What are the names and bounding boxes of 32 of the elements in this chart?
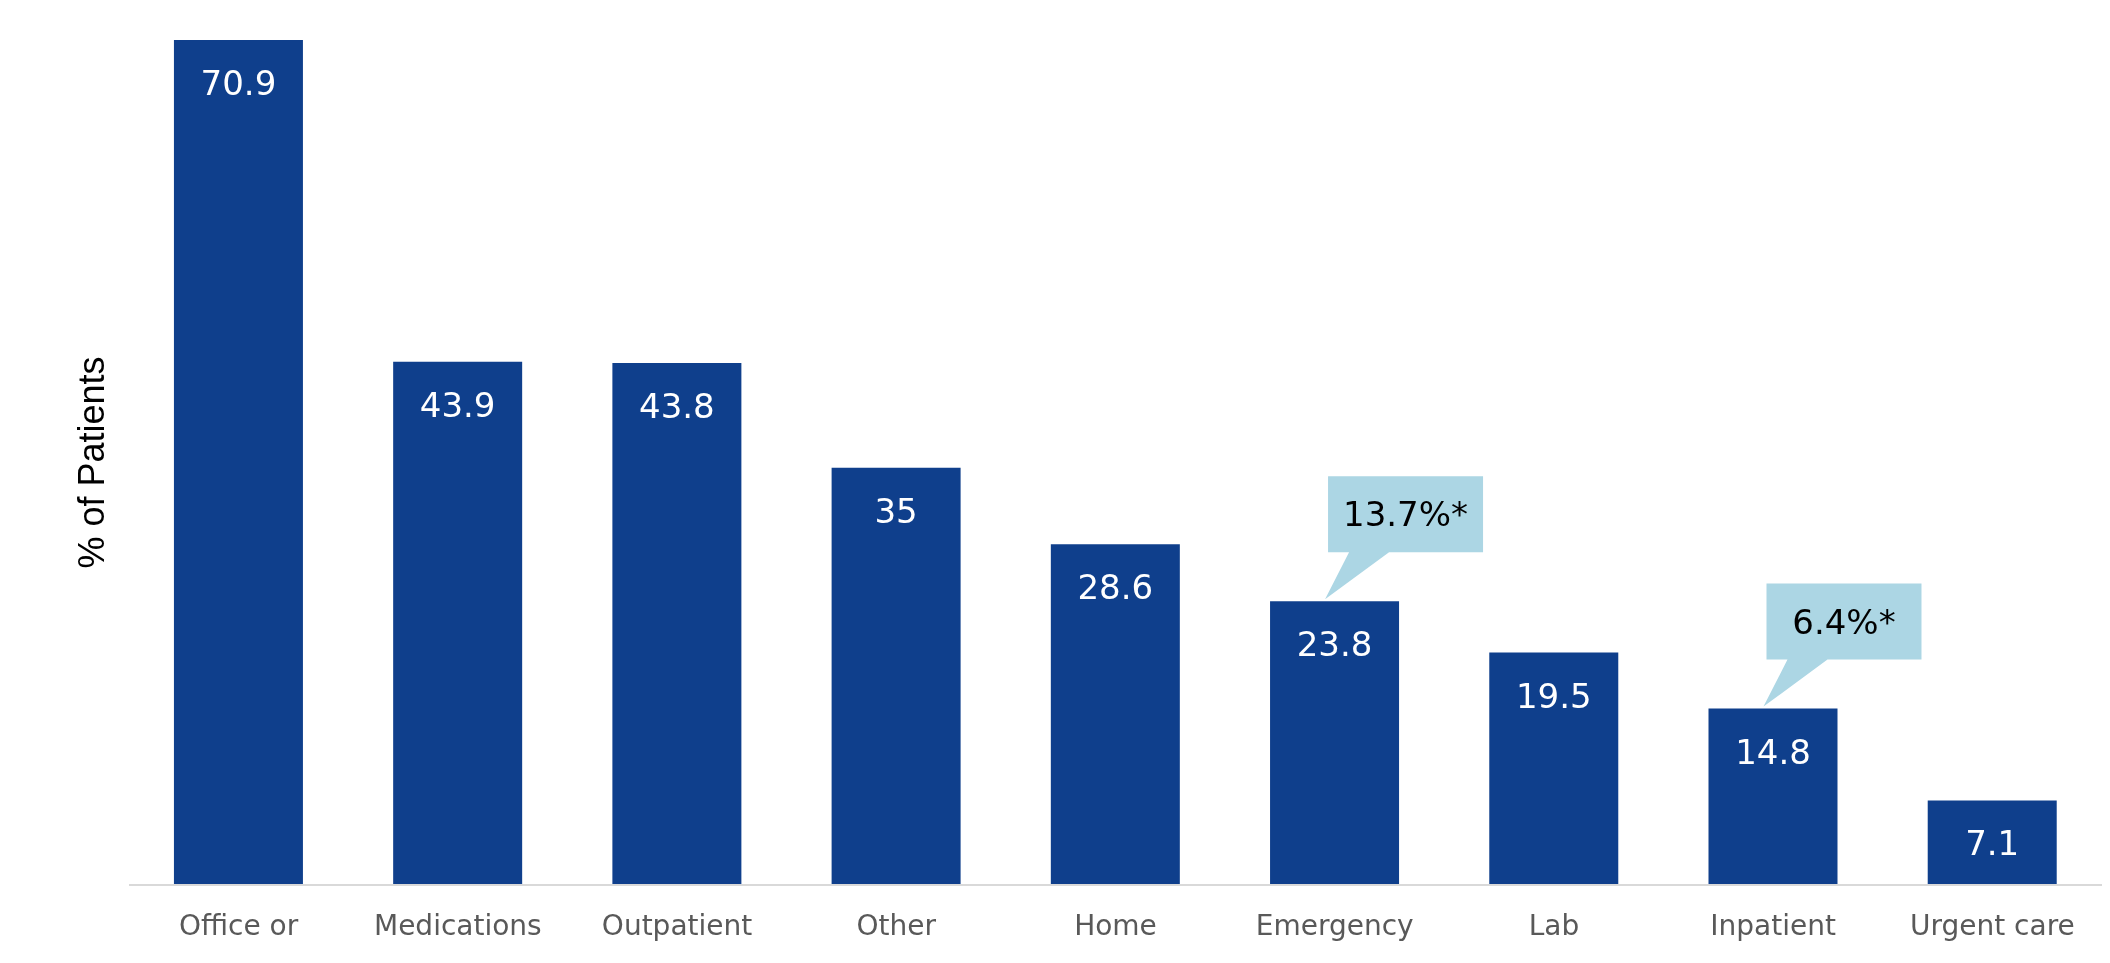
data-label: 43.8 bbox=[639, 385, 715, 426]
bar bbox=[1270, 601, 1400, 885]
x-tick-label: Inpatient bbox=[1710, 908, 1836, 942]
annotation: 13.7%* bbox=[1343, 494, 1469, 535]
x-tick-label: Emergency bbox=[1255, 908, 1414, 942]
data-label: 35 bbox=[874, 490, 918, 531]
data-label: 14.8 bbox=[1735, 731, 1811, 772]
data-label: 70.9 bbox=[200, 63, 277, 103]
data-label: 7.1 bbox=[1965, 823, 2020, 864]
x-tick-label: Office or bbox=[178, 908, 299, 942]
annotation: 6.4%* bbox=[1792, 601, 1896, 642]
speech-bubble: 13.7%* bbox=[1325, 476, 1484, 600]
bar bbox=[612, 362, 742, 885]
bar bbox=[1708, 708, 1838, 885]
data-label: 23.8 bbox=[1296, 624, 1373, 665]
x-tick-label: Urgent care bbox=[1909, 908, 2075, 942]
x-tick-label: Home bbox=[1074, 908, 1157, 942]
speech-bubble: 6.4%* bbox=[1763, 583, 1922, 707]
x-tick-label: Medications bbox=[373, 908, 542, 942]
data-label: 19.5 bbox=[1515, 675, 1592, 716]
x-tick-label: Outpatient bbox=[601, 908, 753, 942]
x-tick-label: Lab bbox=[1528, 908, 1580, 942]
bar bbox=[173, 40, 303, 885]
y-axis-title: % of Patients bbox=[70, 356, 112, 569]
data-label: 28.6 bbox=[1077, 567, 1154, 608]
data-label: 43.9 bbox=[419, 384, 496, 425]
bar bbox=[1927, 800, 2057, 885]
bar bbox=[1489, 652, 1619, 885]
x-tick-label: Other bbox=[856, 908, 937, 942]
bar bbox=[1050, 544, 1180, 885]
bar bbox=[831, 467, 961, 885]
bar bbox=[393, 361, 523, 885]
